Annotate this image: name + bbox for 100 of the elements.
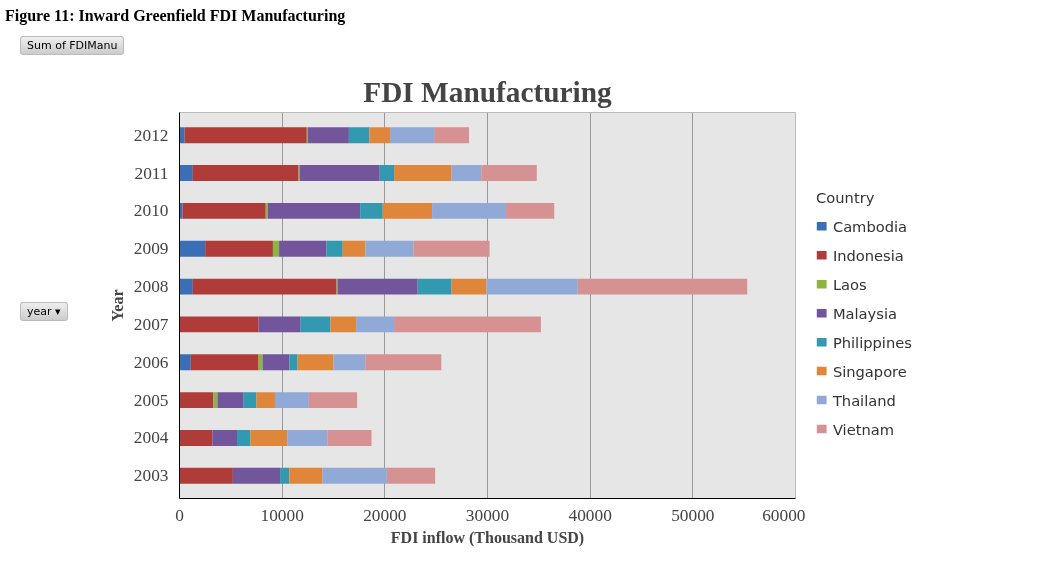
bar bbox=[280, 467, 290, 484]
x-tick-label: 40000 bbox=[568, 505, 612, 525]
bar bbox=[379, 165, 395, 181]
bar bbox=[326, 240, 343, 257]
x-tick-label: 10000 bbox=[260, 505, 304, 525]
bar bbox=[192, 278, 337, 295]
bar bbox=[486, 278, 578, 295]
bar bbox=[369, 127, 390, 144]
bar bbox=[232, 467, 281, 484]
bar bbox=[505, 202, 555, 219]
bar bbox=[179, 165, 193, 181]
bar bbox=[413, 240, 490, 257]
bar bbox=[333, 354, 366, 371]
bar bbox=[179, 202, 183, 219]
bar bbox=[451, 278, 487, 295]
bar bbox=[327, 430, 372, 446]
bar bbox=[274, 392, 309, 409]
y-tick-label: 2006 bbox=[133, 352, 169, 372]
bar bbox=[299, 165, 380, 181]
bar bbox=[434, 127, 470, 144]
y-tick-label: 2012 bbox=[133, 125, 169, 145]
bar bbox=[382, 202, 433, 219]
bar bbox=[394, 316, 541, 333]
legend-label: Malaysia bbox=[832, 304, 897, 322]
bar bbox=[179, 430, 213, 446]
bar bbox=[330, 316, 357, 333]
y-tick-label: 2008 bbox=[133, 277, 169, 297]
x-tick-label: 50000 bbox=[671, 505, 715, 525]
x-axis-title: FDI inflow (Thousand USD) bbox=[390, 528, 585, 547]
bar bbox=[179, 316, 259, 333]
bar bbox=[272, 240, 280, 257]
y-tick-label: 2007 bbox=[133, 314, 169, 334]
bar bbox=[179, 467, 233, 484]
bar bbox=[205, 240, 273, 257]
bar bbox=[308, 392, 358, 409]
bar bbox=[297, 354, 334, 371]
bar bbox=[217, 392, 244, 409]
legend-label: Indonesia bbox=[832, 246, 904, 264]
y-tick-label: 2009 bbox=[133, 239, 169, 259]
bar bbox=[360, 202, 383, 219]
bar bbox=[256, 392, 275, 409]
bar bbox=[179, 354, 191, 371]
bar bbox=[179, 240, 206, 257]
y-axis-title: Year bbox=[108, 289, 126, 322]
legend-label: Singapore bbox=[832, 362, 907, 380]
bar bbox=[184, 127, 307, 144]
bar bbox=[243, 392, 257, 409]
bar bbox=[262, 354, 290, 371]
legend-label: Vietnam bbox=[832, 420, 894, 438]
text: year ▾ bbox=[20, 302, 68, 321]
bar bbox=[258, 354, 263, 371]
legend-label: Laos bbox=[832, 275, 867, 293]
legend-title: Country bbox=[816, 188, 875, 206]
y-tick-label: 2011 bbox=[134, 163, 169, 183]
bar bbox=[365, 240, 414, 257]
x-tick-label: 30000 bbox=[465, 505, 510, 525]
bar bbox=[386, 467, 436, 484]
x-tick-label: 0 bbox=[175, 505, 184, 525]
y-tick-label: 2003 bbox=[133, 466, 169, 486]
y-tick-label: 2004 bbox=[133, 428, 169, 448]
bar bbox=[389, 127, 435, 144]
bar bbox=[577, 278, 748, 295]
bar bbox=[307, 127, 349, 144]
bar bbox=[417, 278, 452, 295]
caption: Figure 11: Inward Greenfield FDI Manufacturing bbox=[5, 6, 346, 27]
legend-label: Cambodia bbox=[832, 217, 908, 235]
y-tick-label: 2010 bbox=[133, 201, 169, 221]
bar bbox=[481, 165, 537, 181]
bar bbox=[287, 430, 328, 446]
legend-label: Philippines bbox=[832, 333, 912, 351]
bar bbox=[212, 430, 237, 446]
bar bbox=[258, 316, 301, 333]
bar bbox=[432, 202, 506, 219]
x-tick-label: 60000 bbox=[762, 505, 806, 525]
bar bbox=[348, 127, 370, 144]
bar bbox=[365, 354, 442, 371]
x-tick-label: 20000 bbox=[363, 505, 407, 525]
bar bbox=[267, 202, 361, 219]
bar bbox=[179, 127, 185, 144]
text: Sum of FDIManu bbox=[20, 36, 125, 55]
bar bbox=[289, 467, 323, 484]
bar bbox=[337, 278, 418, 295]
bar bbox=[190, 354, 259, 371]
bar bbox=[213, 392, 218, 409]
legend-label: Thailand bbox=[831, 391, 896, 409]
bar bbox=[322, 467, 387, 484]
chart-title: FDI Manufacturing bbox=[363, 75, 613, 108]
bar bbox=[236, 430, 251, 446]
bar bbox=[182, 202, 266, 219]
y-tick-label: 2005 bbox=[133, 390, 169, 410]
bar bbox=[179, 278, 193, 295]
bar bbox=[192, 165, 299, 181]
bar bbox=[250, 430, 288, 446]
bar bbox=[356, 316, 395, 333]
bar bbox=[300, 316, 331, 333]
bar bbox=[289, 354, 298, 371]
bar bbox=[179, 392, 214, 409]
bar bbox=[394, 165, 452, 181]
bar bbox=[342, 240, 366, 257]
bar bbox=[279, 240, 327, 257]
